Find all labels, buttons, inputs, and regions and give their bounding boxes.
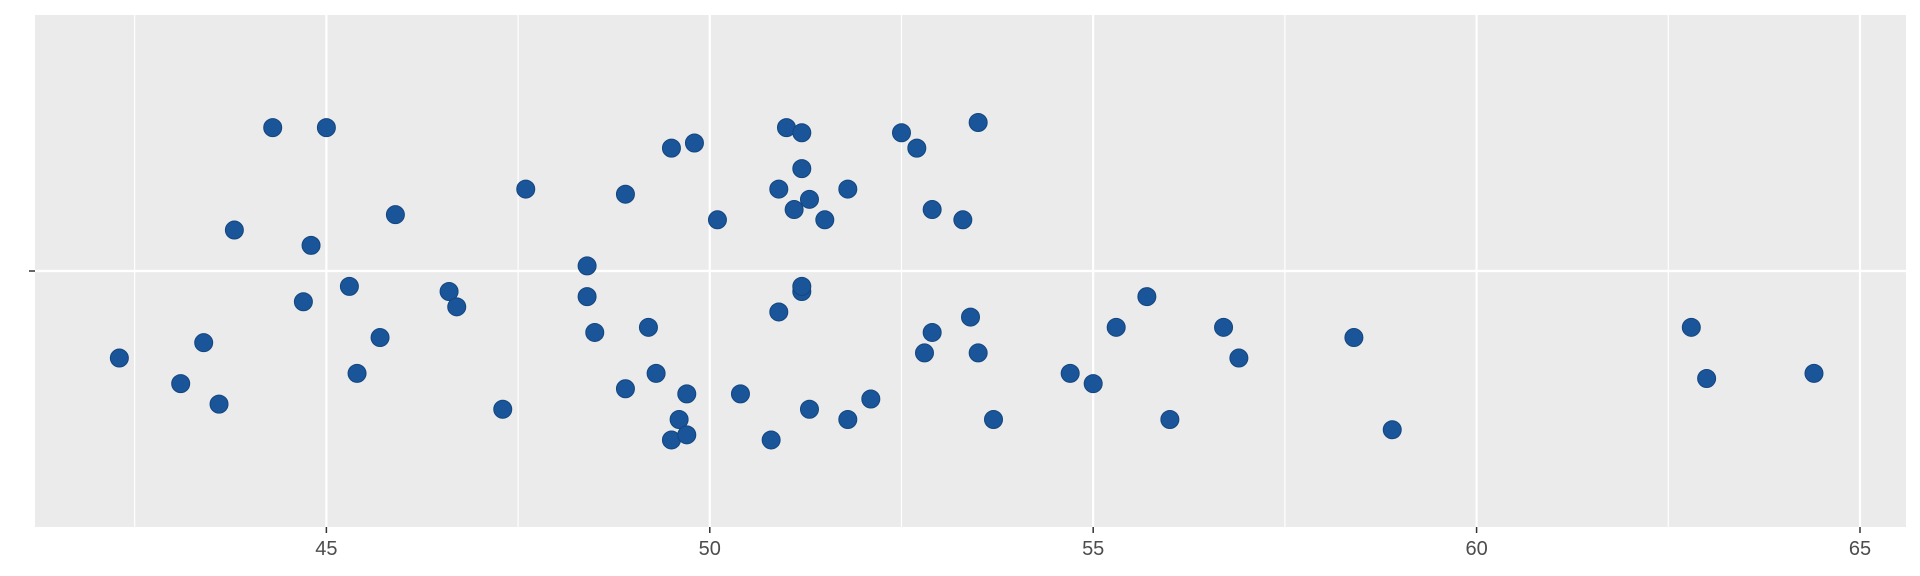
data-point [638,317,658,337]
data-point [109,348,129,368]
data-point [316,118,336,138]
data-point [1106,317,1126,337]
data-point [493,399,513,419]
data-point [209,394,229,414]
data-point [914,343,934,363]
data-point [669,409,689,429]
x-tick-label: 60 [1465,538,1487,560]
data-point [761,430,781,450]
data-point [585,322,605,342]
data-point [577,256,597,276]
data-point [224,220,244,240]
data-point [677,384,697,404]
data-point [799,399,819,419]
data-point [838,409,858,429]
data-point [769,179,789,199]
data-point [907,138,927,158]
data-point [922,322,942,342]
x-axis: 45 50 55 60 65 [315,527,1871,560]
data-point [968,113,988,133]
data-point [984,409,1004,429]
data-point [301,235,321,255]
data-point [615,184,635,204]
data-point [684,133,704,153]
data-point [1214,317,1234,337]
data-point [293,292,313,312]
data-point [447,297,467,317]
data-point [1382,420,1402,440]
data-point [439,281,459,301]
data-point [968,343,988,363]
data-point [961,307,980,327]
data-point [1804,363,1824,383]
data-point [1681,317,1701,337]
data-point [661,138,681,158]
x-tick-label: 55 [1082,538,1104,560]
data-point [922,200,942,220]
data-point [1697,369,1717,389]
data-point [730,384,750,404]
data-point [1083,374,1103,394]
data-point [707,210,727,230]
data-point [1060,363,1080,383]
data-point [339,276,359,296]
data-point [385,205,405,225]
data-points [109,113,1824,450]
data-point [792,123,812,143]
data-point [1344,328,1364,348]
major-gridlines [35,15,1906,527]
data-point [646,363,666,383]
data-point [838,179,858,199]
x-tick-label: 45 [315,538,337,560]
data-point [171,374,191,394]
data-point [891,123,911,143]
x-tick-label: 65 [1849,538,1871,560]
data-point [516,179,536,199]
data-point [1160,409,1180,429]
data-point [953,210,973,230]
data-point [1137,287,1157,307]
data-point [799,189,819,209]
data-point [577,287,597,307]
data-point [792,276,812,296]
data-point [784,200,804,220]
data-point [815,210,835,230]
data-point [194,333,214,353]
data-point [677,425,697,445]
data-point [347,363,367,383]
data-point [1229,348,1249,368]
data-point [615,379,635,399]
data-point [370,328,390,348]
x-tick-label: 50 [699,538,721,560]
data-point [263,118,283,138]
data-point [769,302,789,322]
data-point [792,159,812,179]
data-point [861,389,881,409]
